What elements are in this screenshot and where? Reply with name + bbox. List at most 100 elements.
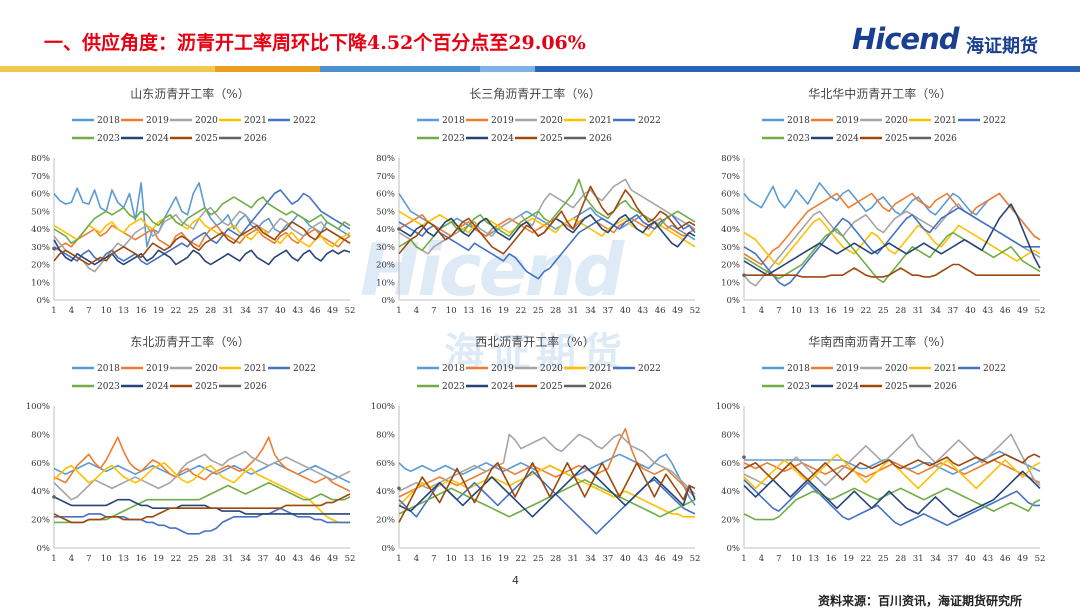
chart-1-ytick-0: 0% [37, 296, 51, 306]
chart-2-xtick-1: 1 [396, 306, 401, 316]
chart-2-xtick-25: 25 [533, 306, 544, 316]
chart-6-xtick-49: 49 [1017, 554, 1028, 564]
chart-3-legend-label-2022: 2022 [983, 116, 1006, 126]
chart-4-legend-label-2021: 2021 [244, 364, 267, 374]
chart-3-xtick-28: 28 [895, 306, 906, 316]
chart-4-xtick-19: 19 [153, 554, 164, 564]
chart-3-title: 华北华中沥青开工率（%） [808, 86, 951, 101]
chart-3-xtick-4: 4 [759, 306, 764, 316]
chart-3-legend-label-2026: 2026 [934, 134, 957, 144]
chart-4-legend-label-2025: 2025 [195, 382, 218, 392]
chart-1-legend-label-2020: 2020 [195, 116, 218, 126]
chart-1-xtick-1: 1 [51, 306, 56, 316]
chart-1-legend-label-2021: 2021 [244, 116, 267, 126]
chart-2-series-2026 [397, 227, 401, 231]
chart-3-legend-label-2020: 2020 [885, 116, 908, 126]
chart-1-legend-label-2026: 2026 [244, 134, 267, 144]
chart-3-series-2021 [743, 217, 1041, 266]
chart-4-ytick-3: 60% [31, 459, 50, 469]
chart-5-xtick-22: 22 [515, 554, 526, 564]
chart-5-xtick-34: 34 [585, 554, 596, 564]
chart-4-xtick-37: 37 [258, 554, 269, 564]
chart-1-xtick-22: 22 [170, 306, 181, 316]
chart-1-ytick-1: 10% [31, 278, 50, 288]
chart-5-ytick-0: 0% [382, 544, 396, 554]
chart-1-xtick-25: 25 [188, 306, 199, 316]
chart-2-legend-label-2024: 2024 [491, 134, 514, 144]
chart-shandong-svg: 山东沥青开工率（%） 2018 2019 2020 2021 2022 2023 2024 20… [31, 86, 355, 316]
chart-5-xtick-40: 40 [620, 554, 631, 564]
chart-5-legend-label-2021: 2021 [589, 364, 612, 374]
chart-2-ytick-7: 70% [376, 172, 395, 182]
chart-3-xtick-43: 43 [982, 306, 993, 316]
chart-5-xtick-52: 52 [690, 554, 701, 564]
chart-2-xtick-43: 43 [637, 306, 648, 316]
chart-6-xtick-16: 16 [826, 554, 837, 564]
chart-2-xtick-49: 49 [672, 306, 683, 316]
chart-6-series-2024 [743, 470, 1041, 518]
chart-3-xtick-40: 40 [965, 306, 976, 316]
chart-2-ytick-3: 30% [376, 243, 395, 253]
chart-4-ytick-1: 20% [31, 516, 50, 526]
chart-1-ytick-4: 40% [31, 225, 50, 235]
chart-5-xtick-1: 1 [396, 554, 401, 564]
chart-4-series-2024 [53, 496, 350, 515]
chart-3-ytick-7: 70% [721, 172, 740, 182]
chart-6-legend-label-2024: 2024 [836, 382, 859, 392]
chart-6-xtick-4: 4 [759, 554, 764, 564]
chart-1-xtick-7: 7 [86, 306, 91, 316]
chart-4-series-2026 [52, 495, 56, 499]
chart-4-xtick-16: 16 [136, 554, 147, 564]
chart-4-legend-label-2018: 2018 [97, 364, 120, 374]
chart-4-series-2022 [54, 507, 350, 535]
stripe-segment-3 [320, 66, 480, 72]
chart-2-series-2019 [398, 214, 696, 237]
chart-5-series-2021 [398, 464, 695, 518]
chart-1-xtick-46: 46 [310, 306, 321, 316]
chart-northwest-svg: 西北沥青开工率（%） 2018 2019 2020 2021 2022 2023 2024 20… [371, 334, 701, 564]
chart-6-series-2025 [743, 453, 1041, 481]
chart-2-ytick-2: 20% [376, 261, 395, 271]
logo-chinese-name: 海证期货 [966, 36, 1038, 57]
chart-1-series-2025 [53, 221, 351, 266]
chart-4-xtick-31: 31 [223, 554, 234, 564]
chart-3-series-2026 [742, 273, 746, 277]
chart-6-xtick-31: 31 [913, 554, 924, 564]
chart-6-xtick-22: 22 [860, 554, 871, 564]
chart-1-series-2023 [53, 196, 351, 244]
chart-3-xtick-16: 16 [826, 306, 837, 316]
chart-6-ytick-5: 100% [716, 402, 740, 412]
chart-2-ytick-5: 50% [376, 207, 395, 217]
chart-2-xtick-52: 52 [690, 306, 701, 316]
chart-4-xtick-4: 4 [69, 554, 74, 564]
chart-4-xtick-34: 34 [240, 554, 251, 564]
chart-1-legend-label-2022: 2022 [293, 116, 316, 126]
chart-1-series-2026 [52, 246, 56, 251]
chart-6-legend-label-2019: 2019 [836, 364, 859, 374]
chart-5-ytick-1: 20% [376, 516, 395, 526]
chart-3-xtick-31: 31 [913, 306, 924, 316]
chart-south-southwest: 华南西南沥青开工率（%） 2018 2019 2020 2021 2022 2023 2024… [710, 328, 1050, 573]
chart-1-legend-label-2018: 2018 [97, 116, 120, 126]
chart-2-legend-label-2023: 2023 [442, 134, 465, 144]
chart-3-series-2025 [744, 263, 1040, 278]
chart-4-legend-label-2020: 2020 [195, 364, 218, 374]
source-note: 资料来源：百川资讯，海证期货研究所 [818, 594, 1023, 608]
chart-2-xtick-4: 4 [414, 306, 419, 316]
chart-3-ytick-0: 0% [727, 296, 741, 306]
chart-6-series-2026 [742, 455, 746, 459]
chart-6-ytick-2: 40% [721, 487, 740, 497]
chart-northwest: 西北沥青开工率（%） 2018 2019 2020 2021 2022 2023 2024 20… [365, 328, 705, 573]
chart-2-xtick-10: 10 [446, 306, 457, 316]
chart-3-xtick-10: 10 [791, 306, 802, 316]
chart-6-legend-label-2021: 2021 [934, 364, 957, 374]
chart-2-title: 长三角沥青开工率（%） [469, 86, 600, 101]
chart-4-series-2018 [53, 462, 351, 484]
chart-4-xtick-28: 28 [205, 554, 216, 564]
chart-5-legend-label-2023: 2023 [442, 382, 465, 392]
chart-2-xtick-34: 34 [585, 306, 596, 316]
chart-2-xtick-37: 37 [603, 306, 614, 316]
chart-4-series-2019 [53, 436, 351, 492]
chart-5-legend-label-2024: 2024 [491, 382, 514, 392]
chart-1-xtick-19: 19 [153, 306, 164, 316]
